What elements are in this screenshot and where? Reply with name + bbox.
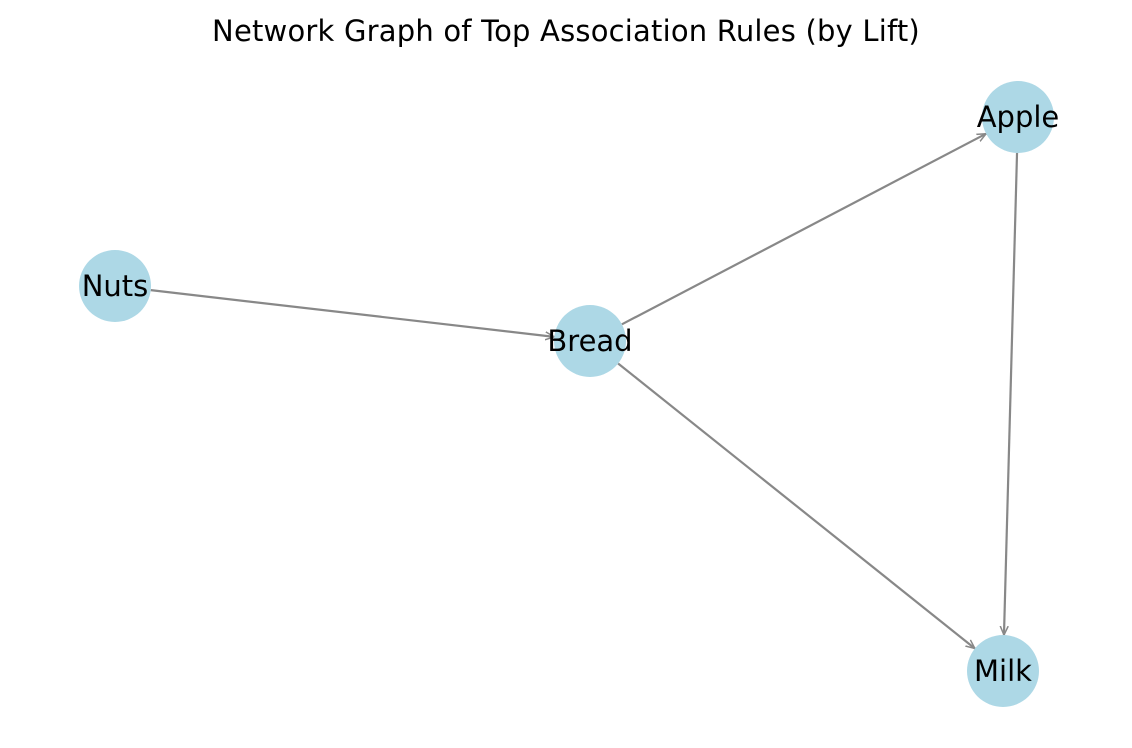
nodes-layer: Apple Nuts Bread Milk [79,81,1059,707]
node-circle-apple [982,81,1054,153]
edge-nuts-bread [150,289,554,337]
node-milk: Milk [967,635,1039,707]
node-label-bread: Bread [547,324,632,358]
node-label-milk: Milk [974,654,1032,688]
node-circle-milk [967,635,1039,707]
edge-bread-apple [621,132,986,326]
node-circle-bread [554,305,626,377]
node-circle-nuts [79,250,151,322]
edge-bread-milk [617,362,975,648]
edges-layer [150,132,1019,649]
edge-apple-milk [1004,152,1019,635]
diagram-title: Network Graph of Top Association Rules (… [212,14,920,48]
node-nuts: Nuts [79,250,151,322]
node-apple: Apple [977,81,1060,153]
node-label-nuts: Nuts [82,269,149,303]
node-bread: Bread [547,305,633,377]
node-label-apple: Apple [977,100,1060,134]
